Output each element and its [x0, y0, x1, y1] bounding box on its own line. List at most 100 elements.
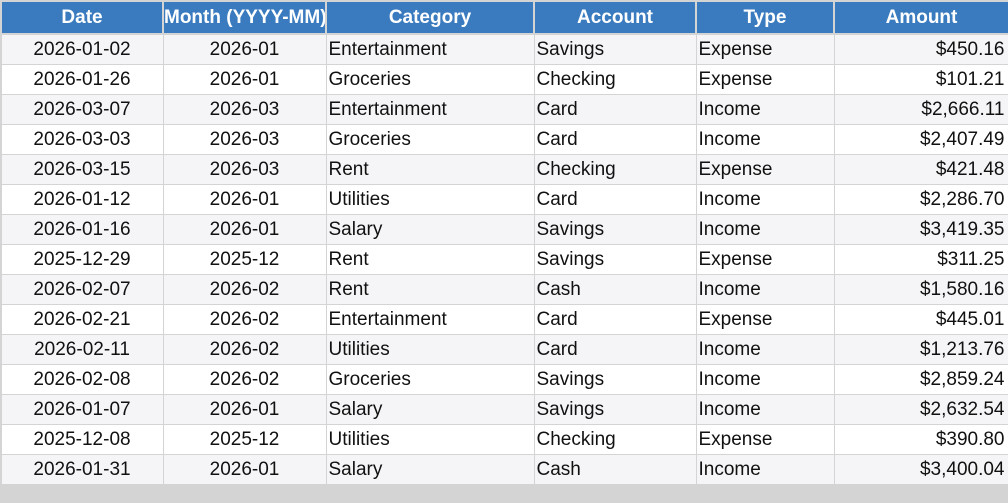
amount-cell[interactable]: $421.48 — [833, 154, 1008, 185]
date-cell[interactable]: 2026-02-07 — [0, 274, 164, 305]
table-row: 2026-03-03 2026-03 Groceries Card Income $2,4… — [0, 124, 1008, 155]
date-cell[interactable]: 2025-12-29 — [0, 244, 164, 275]
account-cell[interactable]: Card — [533, 124, 697, 155]
month-cell[interactable]: 2026-03 — [162, 124, 327, 155]
account-cell[interactable]: Card — [533, 304, 697, 335]
date-cell[interactable]: 2026-01-16 — [0, 214, 164, 245]
date-cell[interactable]: 2026-01-07 — [0, 394, 164, 425]
month-cell[interactable]: 2025-12 — [162, 424, 327, 455]
category-cell[interactable]: Salary — [325, 214, 535, 245]
month-cell[interactable]: 2025-12 — [162, 244, 327, 275]
category-cell[interactable]: Entertainment — [325, 94, 535, 125]
month-cell[interactable]: 2026-01 — [162, 33, 327, 65]
account-cell[interactable]: Checking — [533, 64, 697, 95]
type-cell[interactable]: Income — [695, 334, 835, 365]
type-cell[interactable]: Expense — [695, 424, 835, 455]
category-cell[interactable]: Groceries — [325, 64, 535, 95]
amount-cell[interactable]: $2,286.70 — [833, 184, 1008, 215]
amount-cell[interactable]: $1,213.76 — [833, 334, 1008, 365]
amount-cell[interactable]: $101.21 — [833, 64, 1008, 95]
month-cell[interactable]: 2026-01 — [162, 214, 327, 245]
month-cell[interactable]: 2026-03 — [162, 94, 327, 125]
type-cell[interactable]: Income — [695, 394, 835, 425]
account-cell[interactable]: Savings — [533, 244, 697, 275]
account-cell[interactable]: Cash — [533, 454, 697, 485]
date-cell[interactable]: 2026-01-12 — [0, 184, 164, 215]
amount-cell[interactable]: $2,632.54 — [833, 394, 1008, 425]
amount-cell[interactable]: $311.25 — [833, 244, 1008, 275]
month-cell[interactable]: 2026-01 — [162, 64, 327, 95]
type-cell[interactable]: Income — [695, 214, 835, 245]
type-cell[interactable]: Income — [695, 364, 835, 395]
table-body: 2026-01-02 2026-01 Entertainment Savings Exp… — [0, 33, 1008, 485]
category-cell[interactable]: Utilities — [325, 334, 535, 365]
type-cell[interactable]: Expense — [695, 64, 835, 95]
amount-cell[interactable]: $390.80 — [833, 424, 1008, 455]
date-cell[interactable]: 2026-03-15 — [0, 154, 164, 185]
category-cell[interactable]: Rent — [325, 274, 535, 305]
header-month[interactable]: Month (YYYY-MM) — [162, 0, 327, 35]
category-cell[interactable]: Groceries — [325, 364, 535, 395]
date-cell[interactable]: 2026-01-02 — [0, 33, 164, 65]
account-cell[interactable]: Savings — [533, 394, 697, 425]
header-account[interactable]: Account — [533, 0, 697, 35]
amount-cell[interactable]: $2,859.24 — [833, 364, 1008, 395]
category-cell[interactable]: Salary — [325, 394, 535, 425]
amount-cell[interactable]: $2,666.11 — [833, 94, 1008, 125]
amount-cell[interactable]: $3,419.35 — [833, 214, 1008, 245]
table-row: 2026-01-26 2026-01 Groceries Checking Expens… — [0, 64, 1008, 95]
date-cell[interactable]: 2026-02-21 — [0, 304, 164, 335]
date-cell[interactable]: 2025-12-08 — [0, 424, 164, 455]
account-cell[interactable]: Cash — [533, 274, 697, 305]
account-cell[interactable]: Card — [533, 94, 697, 125]
month-cell[interactable]: 2026-02 — [162, 334, 327, 365]
month-cell[interactable]: 2026-02 — [162, 274, 327, 305]
amount-cell[interactable]: $450.16 — [833, 33, 1008, 65]
month-cell[interactable]: 2026-01 — [162, 184, 327, 215]
category-cell[interactable]: Entertainment — [325, 304, 535, 335]
category-cell[interactable]: Rent — [325, 154, 535, 185]
account-cell[interactable]: Savings — [533, 214, 697, 245]
type-cell[interactable]: Income — [695, 274, 835, 305]
amount-cell[interactable]: $3,400.04 — [833, 454, 1008, 485]
type-cell[interactable]: Expense — [695, 33, 835, 65]
header-date[interactable]: Date — [0, 0, 164, 35]
date-cell[interactable]: 2026-02-11 — [0, 334, 164, 365]
category-cell[interactable]: Utilities — [325, 424, 535, 455]
account-cell[interactable]: Checking — [533, 154, 697, 185]
category-cell[interactable]: Rent — [325, 244, 535, 275]
amount-cell[interactable]: $2,407.49 — [833, 124, 1008, 155]
month-cell[interactable]: 2026-01 — [162, 394, 327, 425]
account-cell[interactable]: Card — [533, 184, 697, 215]
date-cell[interactable]: 2026-02-08 — [0, 364, 164, 395]
header-type[interactable]: Type — [695, 0, 835, 35]
month-cell[interactable]: 2026-01 — [162, 454, 327, 485]
header-category[interactable]: Category — [325, 0, 535, 35]
date-cell[interactable]: 2026-03-07 — [0, 94, 164, 125]
amount-cell[interactable]: $445.01 — [833, 304, 1008, 335]
month-cell[interactable]: 2026-02 — [162, 364, 327, 395]
date-cell[interactable]: 2026-01-26 — [0, 64, 164, 95]
account-cell[interactable]: Savings — [533, 33, 697, 65]
category-cell[interactable]: Salary — [325, 454, 535, 485]
header-amount[interactable]: Amount — [833, 0, 1008, 35]
amount-cell[interactable]: $1,580.16 — [833, 274, 1008, 305]
date-cell[interactable]: 2026-01-31 — [0, 454, 164, 485]
month-cell[interactable]: 2026-02 — [162, 304, 327, 335]
date-cell[interactable]: 2026-03-03 — [0, 124, 164, 155]
category-cell[interactable]: Groceries — [325, 124, 535, 155]
month-cell[interactable]: 2026-03 — [162, 154, 327, 185]
category-cell[interactable]: Utilities — [325, 184, 535, 215]
account-cell[interactable]: Checking — [533, 424, 697, 455]
type-cell[interactable]: Income — [695, 454, 835, 485]
type-cell[interactable]: Expense — [695, 154, 835, 185]
account-cell[interactable]: Savings — [533, 364, 697, 395]
type-cell[interactable]: Expense — [695, 304, 835, 335]
type-cell[interactable]: Income — [695, 94, 835, 125]
category-cell[interactable]: Entertainment — [325, 33, 535, 65]
type-cell[interactable]: Income — [695, 124, 835, 155]
type-cell[interactable]: Income — [695, 184, 835, 215]
type-cell[interactable]: Expense — [695, 244, 835, 275]
account-cell[interactable]: Card — [533, 334, 697, 365]
